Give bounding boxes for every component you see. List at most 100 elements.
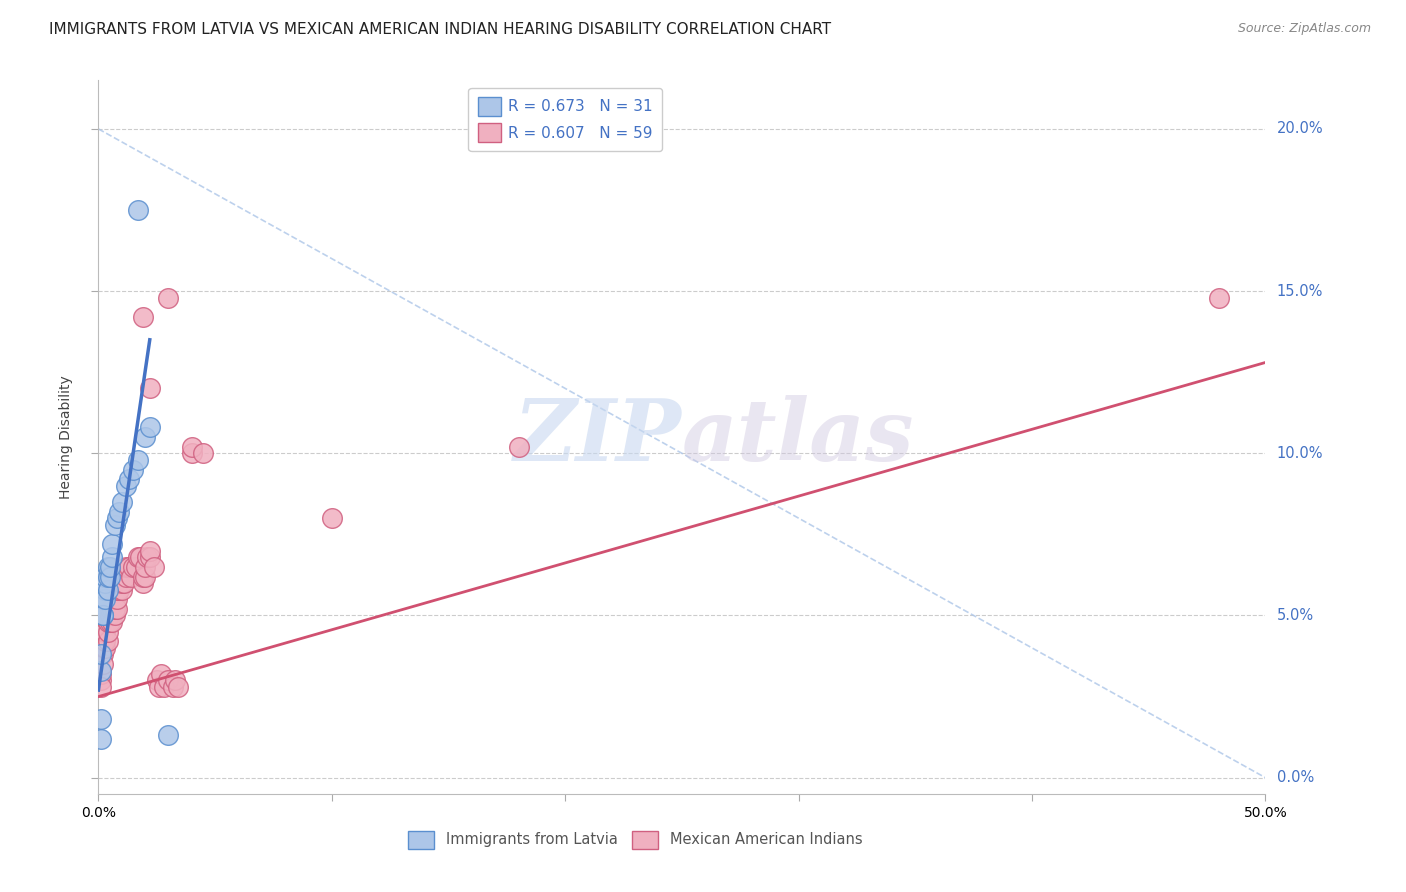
- Point: [90, 664, 112, 678]
- Point: [97, 569, 120, 583]
- Point: [104, 608, 127, 623]
- Point: [125, 559, 148, 574]
- Point: [97, 615, 120, 629]
- Point: [132, 569, 155, 583]
- Point: [90, 731, 112, 746]
- Point: [118, 472, 141, 486]
- Point: [98, 602, 121, 616]
- Point: [105, 511, 128, 525]
- Point: [134, 569, 156, 583]
- Point: [152, 680, 174, 694]
- Point: [143, 559, 166, 574]
- Point: [98, 569, 121, 583]
- Point: [105, 602, 128, 616]
- Point: [94, 624, 117, 639]
- Point: [90, 666, 112, 681]
- Point: [150, 666, 173, 681]
- Point: [157, 673, 180, 688]
- Point: [134, 430, 156, 444]
- Text: 5.0%: 5.0%: [1277, 608, 1313, 623]
- Point: [127, 202, 149, 217]
- Point: [118, 559, 141, 574]
- Point: [90, 680, 112, 694]
- Point: [97, 634, 120, 648]
- Point: [98, 608, 121, 623]
- Point: [90, 648, 112, 662]
- Point: [112, 576, 135, 591]
- Point: [104, 602, 127, 616]
- Point: [101, 602, 124, 616]
- Point: [162, 680, 184, 694]
- Text: 10.0%: 10.0%: [1277, 446, 1323, 461]
- Point: [91, 648, 114, 662]
- Point: [90, 673, 112, 688]
- Point: [94, 576, 117, 591]
- Point: [101, 550, 124, 565]
- Point: [139, 420, 162, 434]
- Point: [108, 582, 131, 597]
- Point: [101, 615, 124, 629]
- Point: [94, 582, 117, 597]
- Point: [139, 381, 162, 395]
- Point: [129, 550, 152, 565]
- Point: [180, 446, 202, 460]
- Y-axis label: Hearing Disability: Hearing Disability: [59, 376, 73, 499]
- Point: [104, 592, 127, 607]
- Point: [111, 576, 134, 591]
- Point: [105, 592, 128, 607]
- Point: [180, 440, 202, 454]
- Point: [157, 291, 180, 305]
- Point: [111, 495, 134, 509]
- Point: [136, 550, 159, 565]
- Point: [90, 712, 112, 726]
- Point: [97, 559, 120, 574]
- Point: [98, 559, 121, 574]
- Point: [157, 729, 180, 743]
- Point: [122, 559, 145, 574]
- Point: [94, 634, 117, 648]
- Point: [91, 657, 114, 672]
- Text: IMMIGRANTS FROM LATVIA VS MEXICAN AMERICAN INDIAN HEARING DISABILITY CORRELATION: IMMIGRANTS FROM LATVIA VS MEXICAN AMERIC…: [49, 22, 831, 37]
- Text: atlas: atlas: [682, 395, 914, 479]
- Point: [91, 592, 114, 607]
- Point: [127, 550, 149, 565]
- Point: [91, 640, 114, 655]
- Text: Source: ZipAtlas.com: Source: ZipAtlas.com: [1237, 22, 1371, 36]
- Point: [104, 517, 127, 532]
- Point: [508, 440, 530, 454]
- Point: [98, 615, 121, 629]
- Point: [132, 310, 155, 324]
- Point: [97, 582, 120, 597]
- Point: [115, 559, 138, 574]
- Point: [115, 569, 138, 583]
- Point: [94, 592, 117, 607]
- Point: [115, 479, 138, 493]
- Point: [132, 576, 155, 591]
- Point: [122, 462, 145, 476]
- Point: [108, 505, 131, 519]
- Point: [101, 537, 124, 551]
- Point: [94, 569, 117, 583]
- Text: 0.0%: 0.0%: [1277, 770, 1313, 785]
- Point: [90, 592, 112, 607]
- Text: 15.0%: 15.0%: [1277, 284, 1323, 299]
- Point: [148, 680, 170, 694]
- Text: ZIP: ZIP: [515, 395, 682, 479]
- Point: [108, 576, 131, 591]
- Point: [1208, 291, 1230, 305]
- Point: [91, 608, 114, 623]
- Point: [120, 569, 142, 583]
- Point: [105, 582, 128, 597]
- Point: [321, 511, 343, 525]
- Point: [94, 640, 117, 655]
- Text: 20.0%: 20.0%: [1277, 121, 1323, 136]
- Point: [139, 550, 162, 565]
- Point: [97, 624, 120, 639]
- Point: [193, 446, 215, 460]
- Point: [139, 543, 162, 558]
- Point: [134, 559, 156, 574]
- Point: [91, 608, 114, 623]
- Legend: Immigrants from Latvia, Mexican American Indians: Immigrants from Latvia, Mexican American…: [402, 825, 869, 855]
- Point: [127, 452, 149, 467]
- Point: [111, 582, 134, 597]
